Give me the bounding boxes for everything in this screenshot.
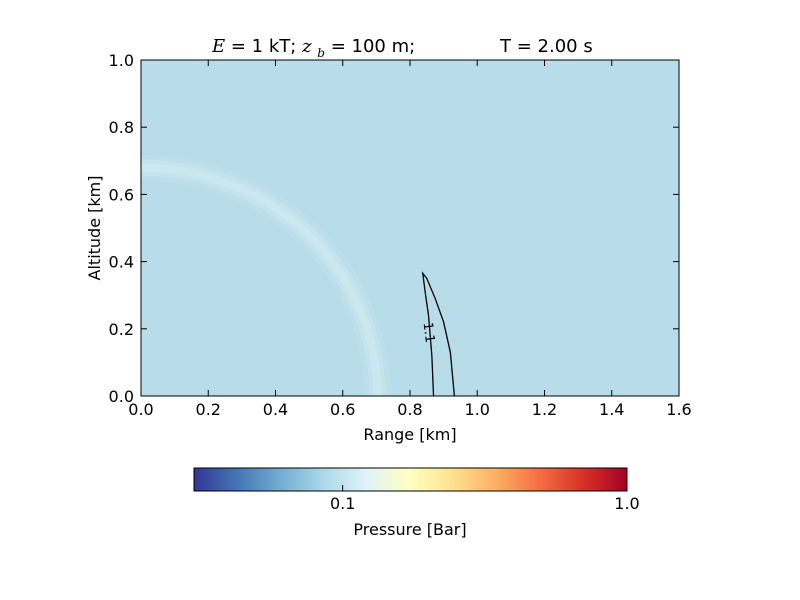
plot-area (141, 60, 679, 396)
x-tick-label: 1.6 (666, 400, 691, 419)
colorbar-tick-label: 0.1 (330, 494, 355, 513)
title-depth-text: = 100 m; (331, 36, 415, 57)
x-tick-label: 1.4 (599, 400, 624, 419)
y-tick-label: 0.8 (109, 118, 134, 137)
title-energy-text: = 1 kT; (231, 36, 302, 57)
y-tick-label: 1.0 (109, 51, 134, 70)
title-energy-symbol: E (211, 36, 225, 57)
contour-label: 1.1 (420, 321, 437, 343)
chart-title: E = 1 kT; z b = 100 m; (211, 36, 415, 62)
x-axis-label: Range [km] (363, 425, 456, 444)
title-depth-subscript: b (317, 46, 325, 60)
contour-line-1-1 (421, 271, 456, 396)
colorbar-label: Pressure [Bar] (353, 520, 466, 539)
x-tick-label: 1.2 (532, 400, 557, 419)
y-tick-label: 0.6 (109, 185, 134, 204)
colorbar-tick-label: 1.0 (614, 494, 639, 513)
x-tick-label: 0.8 (397, 400, 422, 419)
heatmap-background (141, 60, 679, 396)
colorbar: 0.1 1.0 Pressure [Bar] (193, 467, 640, 539)
y-tick-label: 0.0 (109, 387, 134, 406)
x-tick-label: 0.2 (196, 400, 221, 419)
colorbar-ticks: 0.1 1.0 (330, 485, 640, 513)
y-axis-ticks: 0.0 0.2 0.4 0.6 0.8 1.0 (109, 51, 679, 406)
y-tick-label: 0.4 (109, 253, 134, 272)
title-depth-symbol: z (301, 36, 312, 57)
y-tick-label: 0.2 (109, 320, 134, 339)
x-tick-label: 1.0 (465, 400, 490, 419)
title-time: T = 2.00 s (499, 36, 593, 57)
x-tick-label: 0.0 (128, 400, 153, 419)
x-tick-label: 0.6 (330, 400, 355, 419)
colorbar-gradient (193, 467, 628, 492)
x-tick-label: 0.4 (263, 400, 288, 419)
x-axis-ticks: 0.0 0.2 0.4 0.6 0.8 1.0 1.2 1.4 1.6 (128, 60, 692, 419)
y-axis-label: Altitude [km] (85, 176, 104, 281)
